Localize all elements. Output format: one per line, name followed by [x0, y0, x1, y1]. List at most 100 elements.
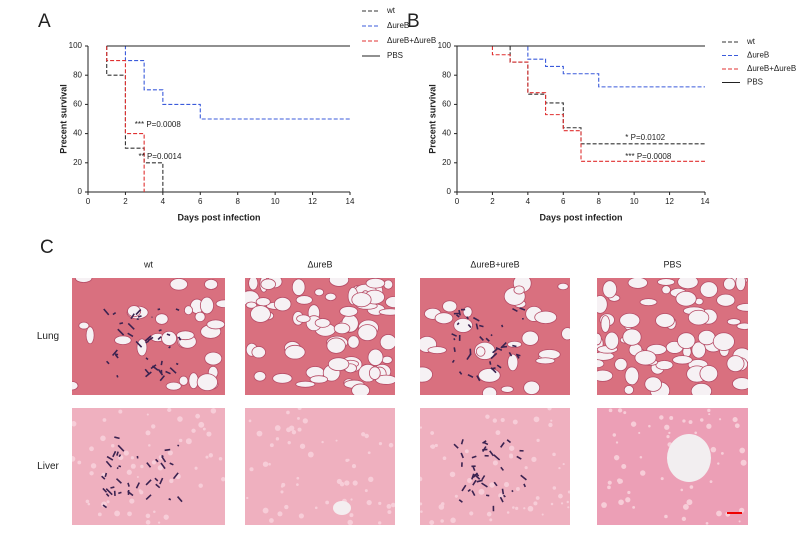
cell	[500, 417, 505, 423]
bacteria	[500, 466, 505, 471]
alveolus	[672, 355, 693, 365]
bacteria	[476, 473, 480, 477]
bacteria	[159, 477, 164, 485]
cell	[157, 521, 161, 524]
bacteria	[103, 308, 110, 316]
bacteria	[456, 322, 460, 326]
cell	[85, 499, 90, 504]
cell	[630, 421, 637, 427]
cell	[205, 455, 209, 459]
alveolus	[691, 341, 707, 359]
cell	[386, 504, 392, 509]
cell	[361, 432, 366, 437]
bacteria	[118, 491, 122, 495]
cell	[349, 520, 353, 525]
alveolus	[622, 328, 642, 346]
histology-image	[420, 278, 570, 395]
bacteria	[110, 486, 115, 489]
cell	[129, 498, 135, 504]
cell	[739, 507, 745, 514]
bacteria	[467, 488, 471, 493]
bacteria	[467, 323, 472, 329]
survival-curve	[492, 45, 705, 88]
bacteria	[176, 496, 183, 503]
alveolus	[561, 327, 570, 341]
x-tick-label: 8	[596, 197, 601, 206]
alveolus	[535, 357, 556, 365]
alveolus	[507, 353, 519, 372]
cell	[321, 440, 324, 444]
cell	[485, 414, 490, 419]
y-tick-label: 20	[73, 158, 82, 167]
cell	[296, 476, 300, 480]
cell	[140, 464, 144, 469]
cell	[710, 446, 717, 453]
bacteria	[496, 364, 502, 369]
bacteria	[161, 454, 164, 458]
bacteria	[155, 483, 161, 489]
bacteria	[116, 451, 119, 456]
bacteria	[472, 466, 476, 471]
bacteria	[145, 494, 152, 501]
cell	[639, 456, 643, 459]
vessel	[333, 501, 351, 515]
x-axis-label: Days post infection	[539, 212, 622, 222]
y-tick-label: 80	[442, 70, 451, 79]
alveolus	[333, 322, 351, 335]
bacteria	[116, 466, 119, 470]
alveolus	[420, 366, 433, 383]
bacteria	[466, 316, 469, 320]
cell	[450, 517, 456, 524]
cell	[506, 511, 510, 514]
histology-image	[245, 408, 395, 525]
cell	[89, 471, 94, 476]
cell	[664, 514, 668, 519]
bacteria	[145, 479, 152, 486]
alveolus	[365, 278, 386, 289]
survival-curve	[106, 46, 164, 192]
cell	[618, 478, 623, 484]
x-tick-label: 6	[198, 197, 203, 206]
y-tick-label: 20	[442, 158, 451, 167]
bacteria	[451, 359, 455, 364]
cell	[515, 506, 519, 510]
cell	[689, 485, 694, 489]
alveolus	[624, 366, 640, 386]
bacteria	[144, 335, 152, 342]
bacteria	[112, 312, 117, 316]
y-axis-label: Precent survival	[427, 84, 437, 154]
cell	[720, 451, 724, 455]
alveolus	[385, 296, 395, 309]
y-axis-label: Precent survival	[58, 84, 68, 154]
bacteria	[165, 370, 171, 375]
bacteria	[137, 315, 142, 318]
bacteria	[519, 307, 526, 311]
bacteria	[471, 455, 477, 459]
x-tick-label: 12	[308, 197, 317, 206]
alveolus	[309, 375, 329, 384]
cell	[734, 423, 740, 429]
histology-image	[72, 278, 225, 395]
cell	[302, 418, 308, 424]
cell	[681, 516, 687, 522]
bacteria	[458, 499, 463, 503]
cell	[492, 418, 497, 423]
cell	[167, 450, 173, 456]
cell	[378, 521, 382, 525]
alveolus	[204, 351, 223, 366]
alveolus	[74, 278, 93, 283]
cell	[531, 456, 537, 463]
cell	[664, 424, 670, 430]
alveolus	[434, 312, 454, 325]
bacteria	[115, 478, 122, 484]
cell	[666, 435, 670, 439]
cell	[566, 500, 570, 504]
alveolus	[639, 298, 658, 307]
alveolus	[557, 282, 569, 291]
cell	[492, 460, 498, 466]
bacteria	[172, 472, 179, 480]
cell	[420, 510, 423, 513]
tissue	[72, 278, 225, 395]
alveolus	[732, 377, 748, 391]
cell	[262, 461, 269, 467]
